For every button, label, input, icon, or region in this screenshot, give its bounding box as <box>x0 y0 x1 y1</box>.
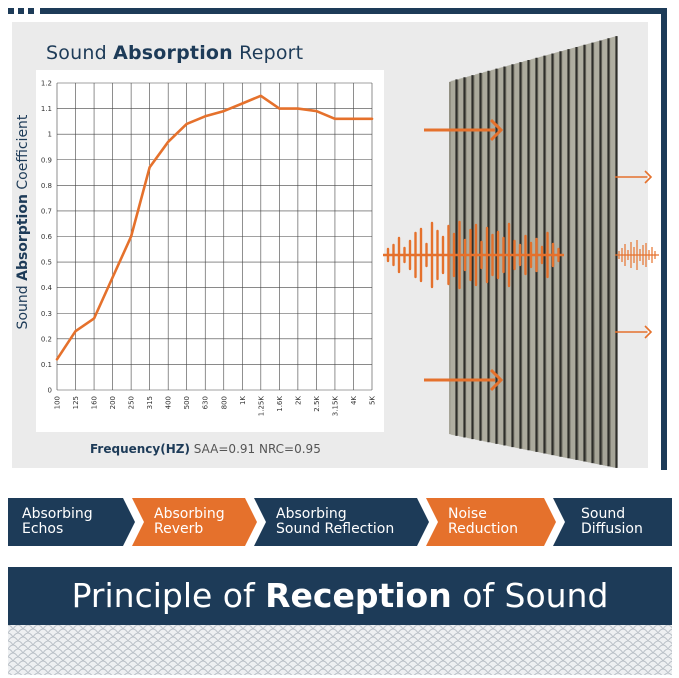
slat <box>579 44 585 462</box>
step-shape <box>8 498 135 546</box>
step-shape <box>426 498 556 546</box>
step-chevron <box>254 498 429 546</box>
step-1: Absorbing Echos <box>8 498 135 546</box>
step-shape <box>553 498 672 546</box>
step-shape <box>254 498 429 546</box>
principle-banner: Principle of Reception of Sound <box>8 567 672 625</box>
step-2: Absorbing Reverb <box>132 498 257 546</box>
frame-dashes <box>8 8 36 14</box>
step-shape <box>132 498 257 546</box>
step-label: Absorbing Echos <box>22 506 93 537</box>
y-axis-label: Sound Absorption Coefficient <box>15 114 31 330</box>
step-chevron <box>553 498 672 546</box>
step-5: Sound Diffusion <box>553 498 672 546</box>
process-steps: Absorbing Echos Absorbing Reverb Absorbing… <box>8 498 672 546</box>
slat <box>587 42 593 464</box>
slat <box>459 77 465 438</box>
step-3: Absorbing Sound Reflection <box>254 498 429 546</box>
banner-title: Principle of Reception of Sound <box>71 576 609 615</box>
slat <box>475 72 481 441</box>
plot-area-background <box>36 70 384 432</box>
slat <box>603 38 609 467</box>
step-label: Noise Reduction <box>448 506 518 537</box>
step-label: Sound Diffusion <box>581 506 643 537</box>
chart-footnote: Frequency(HZ) SAA=0.91 NRC=0.95 <box>90 442 321 456</box>
slat <box>571 46 577 460</box>
slat <box>595 40 601 465</box>
step-label: Absorbing Reverb <box>154 506 225 537</box>
scale-pattern <box>8 625 672 675</box>
report-title: Sound Absorption Report <box>46 42 304 64</box>
absorption-metrics: SAA=0.91 NRC=0.95 <box>193 442 321 456</box>
frame-right <box>661 8 667 470</box>
slat <box>483 70 489 443</box>
slat <box>491 68 497 444</box>
step-chevron <box>8 498 135 546</box>
step-chevron <box>132 498 257 546</box>
step-4: Noise Reduction <box>426 498 556 546</box>
step-label: Absorbing Sound Reflection <box>276 506 395 537</box>
frame-top <box>40 8 667 14</box>
slat <box>563 49 569 459</box>
panel-slats <box>451 36 618 468</box>
frequency-label: Frequency(HZ) <box>90 442 190 456</box>
acoustic-panel-illustration <box>449 36 618 468</box>
step-chevron <box>426 498 556 546</box>
slat <box>611 36 617 468</box>
